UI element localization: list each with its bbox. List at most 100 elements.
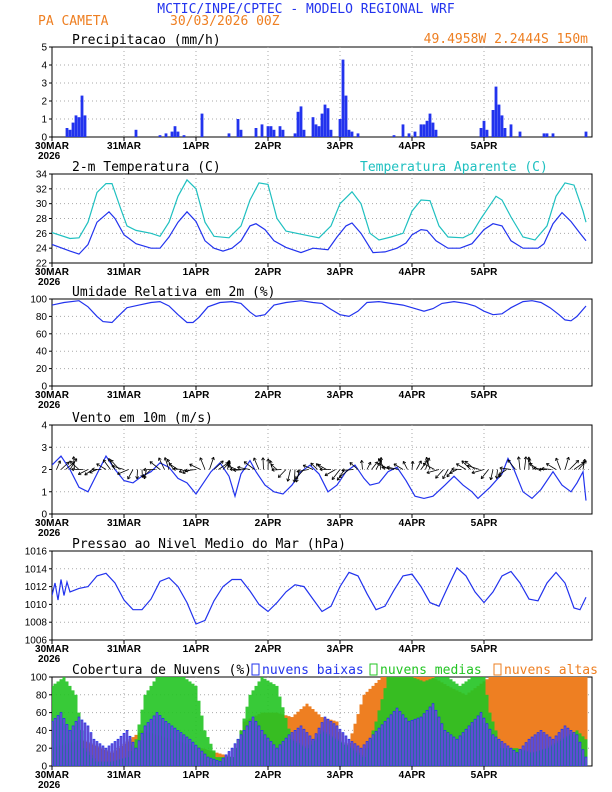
cloud-high-bar bbox=[548, 677, 552, 766]
wind-arrow-head bbox=[253, 457, 257, 461]
wind-arrow bbox=[338, 469, 350, 478]
wind-arrow-head bbox=[507, 459, 511, 463]
cloud-low-bar bbox=[398, 711, 402, 766]
precip-bar bbox=[338, 119, 342, 137]
precip-bar bbox=[164, 133, 168, 137]
wind-arrow bbox=[158, 457, 165, 470]
wind-arrow bbox=[173, 468, 183, 470]
wind-arrow bbox=[533, 467, 543, 470]
cloud-low-bar bbox=[215, 760, 219, 766]
x-tick-label: 31MAR bbox=[107, 518, 142, 529]
cloud-mid-bar bbox=[209, 743, 213, 766]
wind-arrow bbox=[149, 461, 161, 470]
precip-bar bbox=[173, 126, 177, 137]
wind-arrow bbox=[117, 469, 129, 475]
wind-arrow-head bbox=[516, 456, 521, 460]
wind-arrow-head bbox=[324, 472, 328, 477]
cloud-high-bar bbox=[572, 677, 576, 766]
cloud-low-bar bbox=[236, 738, 240, 766]
wind-arrow bbox=[573, 461, 585, 470]
x-tick-label: 4APR bbox=[399, 518, 426, 529]
wind-arrow bbox=[507, 459, 516, 470]
precip-bar bbox=[428, 113, 432, 137]
cloud-low-bar bbox=[506, 745, 510, 766]
cloud-low-bar bbox=[164, 721, 168, 766]
cloud-high-bar bbox=[557, 677, 561, 766]
wind-arrow bbox=[227, 460, 230, 470]
cloud-low-bar bbox=[374, 731, 378, 766]
precip-bar bbox=[281, 129, 285, 137]
wind-arrow bbox=[471, 469, 485, 474]
wind-arrow bbox=[361, 460, 363, 470]
x-tick-label: 30MAR bbox=[35, 141, 70, 152]
cloud-low-bar bbox=[533, 734, 537, 766]
wind-arrow bbox=[496, 469, 498, 479]
wind-arrow bbox=[490, 469, 494, 480]
wind-arrow-head bbox=[227, 464, 231, 469]
cloud-low-bar bbox=[575, 734, 579, 766]
x-tick-label: 5APR bbox=[471, 267, 498, 278]
wind-arrow bbox=[449, 469, 458, 474]
cloud-high-bar bbox=[527, 677, 531, 766]
plot-area bbox=[52, 677, 588, 766]
cloud-low-bar bbox=[59, 712, 63, 766]
legend-swatch bbox=[493, 663, 502, 676]
precip-bar bbox=[584, 131, 588, 137]
wind-arrow bbox=[78, 469, 89, 475]
wind-arrow bbox=[480, 469, 489, 479]
x-tick-label: 5APR bbox=[471, 770, 498, 781]
wind-arrow bbox=[60, 461, 70, 470]
cloud-mid-bar bbox=[260, 677, 264, 766]
wind-arrow-head bbox=[374, 461, 378, 465]
cloud-low-bar bbox=[359, 747, 363, 766]
x-tick-label: 31MAR bbox=[107, 390, 142, 401]
cloud-low-bar bbox=[551, 738, 555, 766]
precip-bar bbox=[278, 126, 282, 137]
wind-arrow-head bbox=[582, 458, 587, 463]
wind-arrow bbox=[524, 456, 527, 470]
cloud-low-bar bbox=[425, 709, 429, 766]
y-tick-label: 1006 bbox=[25, 636, 48, 647]
cloud-low-bar bbox=[52, 721, 54, 766]
y-tick-label: 60 bbox=[36, 708, 48, 719]
cloud-low-bar bbox=[293, 730, 297, 766]
wind-arrow bbox=[411, 461, 414, 470]
y-tick-label: 26 bbox=[36, 229, 48, 240]
cloud-low-bar bbox=[296, 727, 300, 766]
cloud-mid-bar bbox=[443, 677, 447, 766]
wind-arrow-head bbox=[84, 472, 88, 476]
wind-arrow-head bbox=[91, 467, 95, 472]
wind-arrow-head bbox=[418, 460, 422, 464]
cloud-high-bar bbox=[584, 677, 588, 766]
cloud-low-bar bbox=[323, 716, 327, 766]
cloud-low-bar bbox=[308, 735, 312, 766]
precip-bar bbox=[344, 95, 348, 137]
wind-arrow bbox=[541, 468, 552, 470]
precip-bar bbox=[296, 111, 300, 137]
wind-arrow bbox=[287, 469, 291, 482]
wind-arrow-head bbox=[77, 471, 82, 476]
y-tick-label: 1016 bbox=[25, 547, 48, 558]
wind-arrow-head bbox=[220, 460, 224, 464]
wind-arrow bbox=[237, 466, 251, 470]
wind-arrow-head bbox=[110, 459, 114, 464]
cloud-high-bar bbox=[536, 677, 540, 766]
x-tick-label: 5APR bbox=[471, 141, 498, 152]
wind-arrow bbox=[578, 460, 587, 470]
wind-arrow-head bbox=[319, 467, 323, 472]
cloud-high-bar bbox=[524, 677, 528, 766]
wind-arrow-head bbox=[386, 465, 390, 470]
precip-bar bbox=[170, 131, 174, 137]
wind-arrow-head bbox=[182, 470, 186, 474]
precip-bar bbox=[311, 117, 315, 137]
cloud-low-bar bbox=[119, 735, 123, 766]
wind-arrow-head bbox=[296, 469, 300, 474]
cloud-low-bar bbox=[269, 741, 273, 766]
panel-0: 0 1 2 3 4 5 30MAR 31MAR 1APR 2APR 3APR 4APR 5APR 2026… bbox=[35, 33, 593, 162]
cloud-low-bar bbox=[542, 732, 546, 766]
cloud-low-bar bbox=[395, 707, 399, 766]
cloud-high-bar bbox=[512, 677, 516, 766]
wind-arrow bbox=[435, 469, 444, 479]
precip-bar bbox=[176, 131, 180, 137]
wind-arrow-head bbox=[480, 475, 485, 480]
